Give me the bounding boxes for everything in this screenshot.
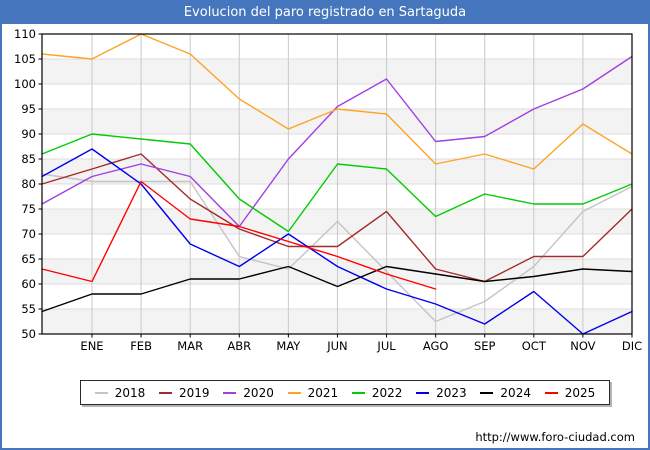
legend-label-2023: 2023 (436, 385, 467, 400)
legend-item-2022: 2022 (351, 385, 403, 400)
legend-item-2021: 2021 (287, 385, 339, 400)
x-axis-label: ENE (80, 339, 103, 353)
x-axis-label: AGO (423, 339, 449, 353)
y-axis-label: 85 (21, 152, 36, 166)
x-axis-label: MAY (276, 339, 301, 353)
legend-swatch-2023 (416, 391, 430, 394)
series-line-2020 (41, 55, 633, 228)
x-axis-label: JUN (326, 339, 347, 353)
x-axis-label: ABR (227, 339, 251, 353)
legend-swatch-2021 (287, 391, 301, 394)
series-line-2025 (41, 180, 437, 290)
series-line-2024 (41, 265, 633, 313)
legend-label-2021: 2021 (307, 385, 339, 400)
legend-item-2025: 2025 (544, 385, 596, 400)
legend-item-2023: 2023 (416, 386, 467, 400)
y-axis-label: 105 (14, 52, 36, 66)
axis-labels: 50 55 60 65 70 75 80 85 90 95 100 105 110 ENE FEB MAR AB… (14, 27, 642, 353)
legend-label-2024: 2024 (500, 385, 531, 400)
legend-label-2025: 2025 (564, 385, 596, 400)
y-axis-label: 50 (21, 327, 36, 341)
y-axis-label: 95 (21, 102, 36, 116)
legend-swatch-2024 (480, 391, 494, 394)
y-axis-label: 70 (21, 227, 36, 241)
y-axis-label: 100 (14, 77, 36, 91)
source-url[interactable]: http://www.foro-ciudad.com (475, 430, 635, 444)
legend-swatch-2020 (223, 391, 237, 394)
chart-legend: 2018 2019 2020 2021 2022 2023 2024 2025 (80, 380, 610, 405)
x-axis-label: JUL (376, 339, 396, 353)
legend-item-2018: 2018 (94, 385, 146, 400)
y-axis-label: 90 (21, 127, 36, 141)
series-line-2022 (41, 133, 633, 233)
series-line-2023 (41, 148, 633, 335)
y-axis-label: 65 (21, 252, 36, 266)
legend-swatch-2025 (544, 391, 558, 394)
x-axis-label: SEP (474, 339, 496, 353)
legend-swatch-2018 (94, 391, 108, 394)
x-axis-label: DIC (622, 339, 642, 353)
y-axis-label: 75 (21, 202, 36, 216)
y-axis-label: 80 (21, 177, 36, 191)
legend-label-2019: 2019 (179, 385, 210, 400)
legend-label-2018: 2018 (114, 385, 146, 400)
y-axis-label: 60 (21, 277, 36, 291)
x-axis-label: NOV (570, 339, 595, 353)
x-axis-label: FEB (130, 339, 152, 353)
legend-item-2024: 2024 (480, 386, 531, 400)
legend-item-2019: 2019 (159, 386, 210, 400)
series-line-2019 (41, 153, 633, 283)
legend-swatch-2022 (351, 391, 365, 394)
y-axis-label: 55 (21, 302, 36, 316)
chart-title: Evolucion del paro registrado en Sartagu… (2, 2, 648, 24)
y-axis-label: 110 (14, 27, 36, 41)
legend-swatch-2019 (159, 391, 173, 394)
x-axis-label: MAR (177, 339, 203, 353)
legend-item-2020: 2020 (223, 386, 274, 400)
legend-label-2020: 2020 (243, 385, 274, 400)
line-chart: 50 55 60 65 70 75 80 85 90 95 100 105 110 ENE FEB MAR AB… (14, 27, 642, 353)
legend-label-2022: 2022 (371, 385, 403, 400)
x-axis-label: OCT (522, 339, 547, 353)
